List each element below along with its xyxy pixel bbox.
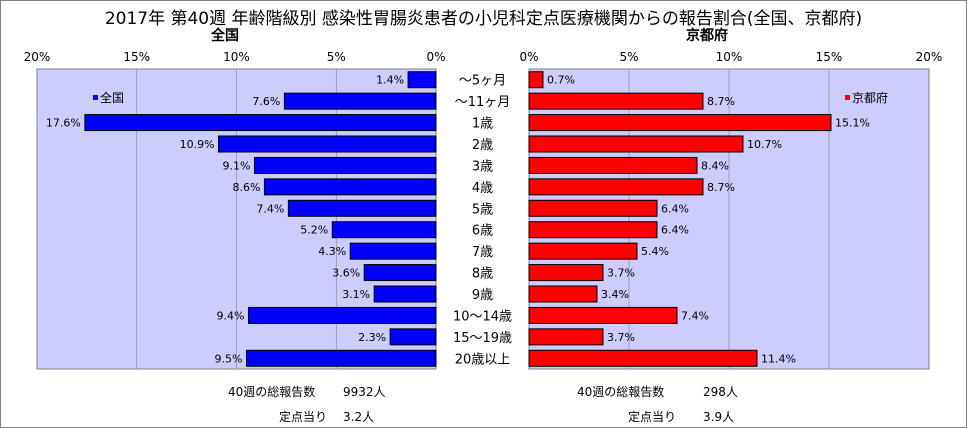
national-total-value: 9932人 (343, 385, 386, 399)
kyoto-bar-label: 7.4% (681, 309, 709, 322)
category-label: 3歳 (472, 159, 493, 174)
national-bar-label: 7.4% (256, 202, 284, 215)
kyoto-bar (528, 114, 832, 132)
national-x-tick-label: 15% (123, 50, 150, 64)
category-label: 6歳 (472, 224, 493, 239)
kyoto-bar-label: 3.4% (601, 288, 629, 301)
national-bar-label: 9.5% (215, 352, 243, 365)
national-bar (287, 199, 437, 217)
kyoto-legend-label: 京都府 (852, 90, 888, 105)
national-bar-label: 10.9% (180, 138, 215, 151)
national-bar-label: 1.4% (376, 74, 404, 87)
kyoto-legend-swatch (845, 95, 850, 100)
national-bar-label: 9.4% (217, 309, 245, 322)
kyoto-bar (528, 285, 598, 303)
national-bar-label: 7.6% (252, 95, 280, 108)
kyoto-bar-label: 6.4% (661, 202, 689, 215)
kyoto-total-label: 40週の総報告数 (577, 385, 665, 399)
kyoto-x-tick-label: 0% (519, 50, 538, 64)
kyoto-bar-label: 6.4% (661, 224, 689, 237)
category-label: 4歳 (472, 181, 493, 196)
national-bar (247, 306, 437, 324)
category-label: ～5ヶ月 (459, 74, 506, 89)
national-bar (245, 349, 437, 367)
kyoto-bar-label: 11.4% (761, 352, 796, 365)
kyoto-bar-label: 3.7% (607, 331, 635, 344)
national-legend-label: 全国 (100, 90, 124, 105)
category-label: 15～19歳 (453, 331, 512, 346)
national-per-label: 定点当り (279, 410, 328, 424)
category-label: 10～14歳 (453, 309, 512, 324)
national-bar (84, 114, 437, 132)
kyoto-bar (528, 306, 678, 324)
kyoto-bar (528, 242, 638, 260)
national-bar (389, 328, 437, 346)
national-bar-label: 8.6% (232, 181, 260, 194)
kyoto-bar (528, 349, 758, 367)
category-label: 20歳以上 (455, 352, 511, 367)
national-bar (283, 92, 437, 110)
category-label: 9歳 (472, 288, 493, 303)
chart-title: 2017年 第40週 年齢階級別 感染性胃腸炎患者の小児科定点医療機関からの報告… (104, 9, 863, 29)
kyoto-bar (528, 135, 744, 153)
national-panel-title: 全国 (210, 27, 239, 44)
kyoto-bar-label: 8.4% (701, 159, 729, 172)
national-legend-swatch (93, 95, 98, 100)
national-bar (218, 135, 437, 153)
national-bar-label: 3.6% (332, 267, 360, 280)
category-label: 8歳 (472, 267, 493, 282)
kyoto-bar-label: 15.1% (835, 117, 870, 130)
category-label: 5歳 (472, 202, 493, 217)
national-bar-label: 5.2% (300, 224, 328, 237)
kyoto-bar (528, 156, 698, 174)
national-bar (263, 178, 437, 196)
kyoto-bar (528, 264, 604, 282)
kyoto-bar-label: 0.7% (547, 74, 575, 87)
national-bar (331, 221, 437, 239)
national-x-tick-label: 5% (327, 50, 346, 64)
national-x-tick-label: 10% (223, 50, 250, 64)
kyoto-total-value: 298人 (703, 385, 738, 399)
kyoto-bar (528, 199, 658, 217)
kyoto-bar-label: 10.7% (747, 138, 782, 151)
national-bar (349, 242, 437, 260)
kyoto-x-tick-label: 5% (619, 50, 638, 64)
national-bar-label: 2.3% (358, 331, 386, 344)
kyoto-bar (528, 92, 704, 110)
national-bar (363, 264, 437, 282)
kyoto-per-value: 3.9人 (703, 410, 735, 424)
kyoto-bar-label: 8.7% (707, 181, 735, 194)
category-label: 7歳 (472, 245, 493, 260)
national-per-value: 3.2人 (343, 410, 375, 424)
kyoto-bar (528, 71, 544, 89)
kyoto-bar-label: 5.4% (641, 245, 669, 258)
national-bar-label: 17.6% (46, 117, 81, 130)
kyoto-x-tick-label: 15% (816, 50, 843, 64)
national-bar-label: 3.1% (342, 288, 370, 301)
category-label: 1歳 (472, 117, 493, 132)
category-label: 2歳 (472, 138, 493, 153)
kyoto-bar-label: 8.7% (707, 95, 735, 108)
kyoto-per-label: 定点当り (628, 410, 677, 424)
national-x-tick-label: 0% (426, 50, 445, 64)
national-x-tick-label: 20% (24, 50, 51, 64)
national-bar (253, 156, 437, 174)
kyoto-bar (528, 178, 704, 196)
national-bar (373, 285, 437, 303)
kyoto-x-tick-label: 10% (716, 50, 743, 64)
national-total-label: 40週の総報告数 (228, 385, 316, 399)
category-label: ～11ヶ月 (455, 95, 511, 110)
kyoto-bar (528, 221, 658, 239)
kyoto-bar (528, 328, 604, 346)
national-bar-label: 4.3% (318, 245, 346, 258)
national-bar-label: 9.1% (223, 159, 251, 172)
kyoto-bar-label: 3.7% (607, 267, 635, 280)
kyoto-panel-title: 京都府 (686, 27, 728, 44)
kyoto-x-tick-label: 20% (916, 50, 943, 64)
national-bar (407, 71, 437, 89)
